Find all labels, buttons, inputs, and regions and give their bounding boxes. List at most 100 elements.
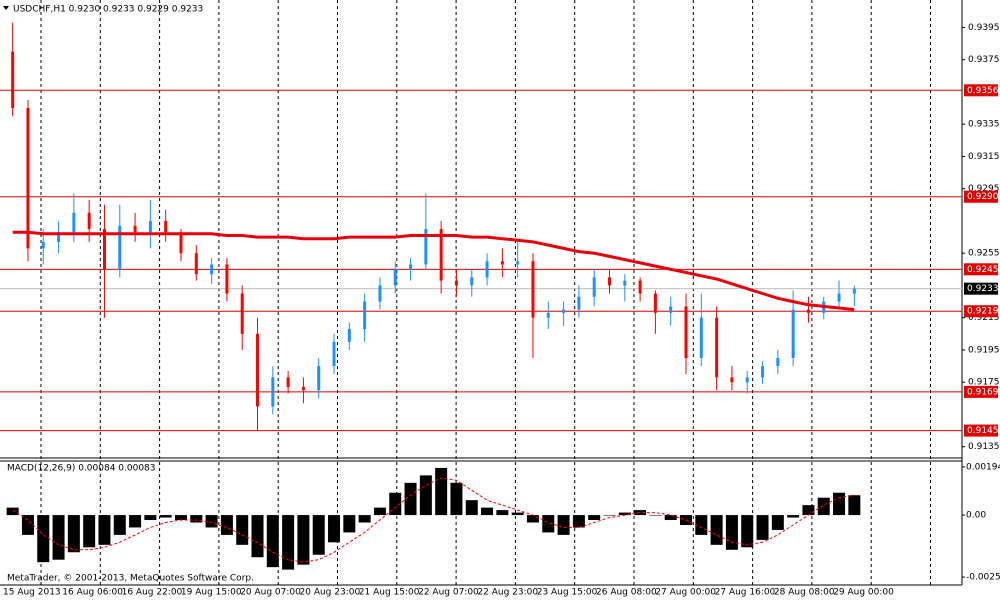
macd-bar	[741, 515, 754, 548]
macd-bar	[174, 515, 187, 521]
macd-bar	[833, 492, 846, 516]
macd-bar	[404, 482, 417, 516]
macd-bar	[511, 512, 524, 516]
candle-body	[791, 309, 795, 359]
macd-bar	[266, 515, 279, 568]
macd-bar	[710, 515, 723, 545]
macd-bar	[817, 497, 830, 516]
y-tick-label: 0.9195	[968, 345, 1000, 355]
macd-bar	[496, 510, 509, 516]
macd-bar	[83, 515, 96, 548]
candle-body	[347, 328, 351, 342]
candle-body	[240, 293, 244, 334]
level-label-box	[964, 84, 998, 97]
macd-bar	[419, 475, 432, 516]
macd-bar	[328, 515, 341, 543]
candle-body	[852, 288, 856, 294]
macd-bar	[205, 515, 218, 528]
macd-bar	[251, 515, 264, 558]
macd-bar	[481, 507, 494, 516]
macd-bar	[98, 515, 111, 545]
x-tick-label: 27 Aug 16:00	[715, 588, 776, 598]
macd-bar	[435, 467, 448, 516]
candle-body	[562, 309, 566, 313]
y-tick-label: 0.9295	[968, 184, 1000, 194]
x-tick-label: 19 Aug 15:00	[181, 588, 242, 598]
candle-body	[607, 277, 611, 286]
candle-body	[684, 306, 688, 359]
y-tick-label: 0.9215	[968, 313, 1000, 323]
macd-bar	[618, 512, 631, 516]
candle-body	[87, 212, 91, 229]
candle-body	[393, 269, 397, 286]
x-tick-label: 22 Aug 07:00	[418, 588, 479, 598]
candle-body	[761, 366, 765, 378]
level-label-box	[964, 385, 998, 398]
level-label: 0.9145	[967, 426, 999, 436]
macd-bar	[67, 515, 80, 553]
candle-body	[546, 312, 550, 318]
grid	[40, 0, 931, 585]
macd-bar	[588, 515, 601, 521]
menu-arrow[interactable]	[3, 6, 9, 10]
y-tick-label: 0.00	[966, 511, 986, 521]
macd-bar	[664, 515, 677, 521]
candle-body	[225, 264, 229, 294]
candle-body	[133, 225, 137, 233]
candle-body	[837, 293, 841, 302]
candle-body	[623, 280, 627, 286]
x-tick-label: 26 Aug 08:00	[596, 588, 657, 598]
macd-bar	[144, 515, 157, 521]
candle-body	[776, 358, 780, 367]
last-price-box	[964, 282, 998, 295]
candle-body	[164, 220, 168, 233]
macd-bar	[190, 515, 203, 523]
macd-bar	[848, 495, 861, 516]
macd-bar	[6, 507, 19, 516]
x-tick-label: 20 Aug 23:00	[300, 588, 361, 598]
macd-bar	[526, 515, 539, 523]
candle-body	[11, 51, 15, 109]
macd-bar	[649, 515, 662, 516]
y-tick-label: 0.9175	[968, 378, 1000, 388]
y-tick-label: 0.9335	[968, 120, 1000, 130]
x-tick-label: 29 Aug 00:00	[833, 588, 894, 598]
level-label: 0.9219	[967, 307, 999, 317]
candle-body	[745, 377, 749, 383]
macd-bar	[297, 515, 310, 565]
macd-bar	[236, 515, 249, 545]
candle-body	[317, 366, 321, 391]
macd-bar	[695, 515, 708, 535]
level-label: 0.9245	[967, 265, 999, 275]
candle-body	[378, 285, 382, 302]
x-tick-label: 15 Aug 2013	[3, 588, 61, 598]
y-tick-label: 0.9375	[968, 55, 1000, 65]
macd-bar	[52, 515, 65, 560]
macd-bar	[282, 515, 295, 570]
x-tick-label: 27 Aug 00:00	[655, 588, 716, 598]
candle-body	[271, 377, 275, 407]
candle-body	[516, 261, 520, 265]
x-tick-label: 16 Aug 06:00	[62, 588, 123, 598]
x-tick-label: 23 Aug 15:00	[537, 588, 598, 598]
level-label-box	[964, 305, 998, 318]
candle-body	[179, 232, 183, 254]
candle-body	[409, 264, 413, 270]
candle-body	[669, 306, 673, 313]
candle-body	[531, 261, 535, 318]
macd-bar	[220, 515, 233, 535]
x-tick-label: 20 Aug 07:00	[240, 588, 301, 598]
candle-body	[470, 277, 474, 286]
copyright: MetaTrader, © 2001-2013, MetaQuotes Soft…	[7, 574, 254, 584]
macd-bar	[725, 515, 738, 550]
macd-bar	[787, 515, 800, 518]
candle-body	[210, 264, 214, 275]
macd-bar	[358, 515, 371, 523]
level-label: 0.9356	[967, 86, 999, 96]
candle-body	[194, 253, 198, 275]
macd-bar	[542, 515, 555, 533]
macd-bar	[37, 515, 50, 563]
signal-line	[12, 477, 855, 563]
candle-body	[332, 341, 336, 367]
